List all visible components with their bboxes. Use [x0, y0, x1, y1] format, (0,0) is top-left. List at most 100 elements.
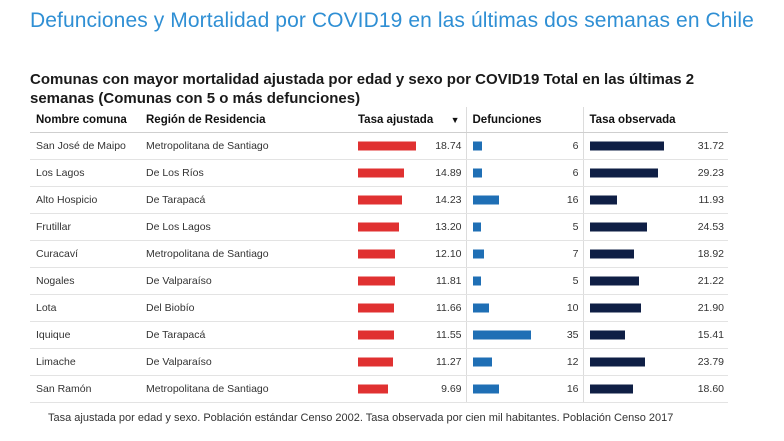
- tasa-observada-value: 15.41: [697, 329, 724, 341]
- table-row[interactable]: Lota Del Biobío 11.66 10 21.90: [30, 294, 728, 322]
- tasa-observada-bar: [589, 168, 658, 178]
- defunciones-value: 6: [572, 167, 579, 179]
- cell-region: De Tarapacá: [140, 186, 352, 214]
- tasa-ajustada-bar: [358, 276, 395, 286]
- table-row[interactable]: Nogales De Valparaíso 11.81 5 21.22: [30, 267, 728, 295]
- tasa-ajustada-bar: [358, 384, 388, 394]
- cell-region: Metropolitana de Santiago: [140, 375, 352, 403]
- cell-comuna: San José de Maipo: [30, 132, 140, 160]
- chart-title: Comunas con mayor mortalidad ajustada po…: [30, 71, 695, 107]
- table-row[interactable]: San José de Maipo Metropolitana de Santia…: [30, 132, 728, 160]
- cell-region: Metropolitana de Santiago: [140, 240, 352, 268]
- tasa-observada-bar: [589, 195, 618, 205]
- footnote: Tasa ajustada por edad y sexo. Población…: [48, 412, 674, 424]
- cell-tasa-ajustada: 11.81: [352, 267, 466, 295]
- column-header-region[interactable]: Región de Residencia: [140, 107, 352, 133]
- table-row[interactable]: Iquique De Tarapacá 11.55 35 15.41: [30, 321, 728, 349]
- defunciones-bar: [472, 276, 481, 286]
- cell-tasa-ajustada: 12.10: [352, 240, 466, 268]
- table-row[interactable]: San Ramón Metropolitana de Santiago 9.69 16…: [30, 375, 728, 403]
- defunciones-bar: [472, 303, 490, 313]
- table-row[interactable]: Limache De Valparaíso 11.27 12 23.79: [30, 348, 728, 376]
- mortality-table: Nombre comuna Región de Residencia Tasa …: [30, 107, 728, 403]
- sort-descending-icon[interactable]: ▼: [450, 114, 460, 125]
- tasa-observada-bar: [589, 141, 664, 151]
- cell-tasa-ajustada: 9.69: [352, 375, 466, 403]
- cell-tasa-ajustada: 14.23: [352, 186, 466, 214]
- cell-defunciones: 12: [465, 348, 583, 376]
- defunciones-bar: [472, 249, 485, 259]
- defunciones-value: 10: [566, 302, 579, 314]
- tasa-observada-value: 24.53: [697, 221, 724, 233]
- cell-defunciones: 5: [465, 267, 583, 295]
- cell-comuna: Nogales: [30, 267, 140, 295]
- cell-tasa-observada: 18.92: [582, 240, 728, 268]
- tasa-ajustada-value: 18.74: [435, 140, 462, 152]
- comuna-name: Los Lagos: [36, 167, 85, 179]
- cell-comuna: San Ramón: [30, 375, 140, 403]
- region-name: De Tarapacá: [146, 194, 206, 206]
- tasa-observada-value: 23.79: [697, 356, 724, 368]
- cell-tasa-ajustada: 11.66: [352, 294, 466, 322]
- table-row[interactable]: Frutillar De Los Lagos 13.20 5 24.53: [30, 213, 728, 241]
- column-header-tasa-ajustada[interactable]: Tasa ajustada ▼: [352, 107, 466, 133]
- tasa-ajustada-bar: [358, 141, 416, 151]
- region-name: De Los Lagos: [146, 221, 211, 233]
- cell-region: Metropolitana de Santiago: [140, 132, 352, 160]
- cell-tasa-ajustada: 13.20: [352, 213, 466, 241]
- table-row[interactable]: Alto Hospicio De Tarapacá 14.23 16 11.93: [30, 186, 728, 214]
- tasa-observada-value: 11.93: [698, 194, 725, 206]
- region-name: De Los Ríos: [146, 167, 204, 179]
- tasa-ajustada-value: 11.55: [436, 329, 462, 341]
- cell-region: Del Biobío: [140, 294, 352, 322]
- defunciones-bar: [472, 195, 499, 205]
- tasa-observada-value: 31.72: [697, 140, 724, 152]
- defunciones-bar: [472, 357, 493, 367]
- table-row[interactable]: Los Lagos De Los Ríos 14.89 6 29.23: [30, 159, 728, 187]
- cell-tasa-ajustada: 14.89: [352, 159, 466, 187]
- cell-tasa-observada: 31.72: [582, 132, 728, 160]
- cell-tasa-observada: 24.53: [582, 213, 728, 241]
- tasa-ajustada-value: 14.89: [435, 167, 462, 179]
- tasa-observada-value: 18.60: [697, 383, 724, 395]
- cell-defunciones: 7: [465, 240, 583, 268]
- region-name: De Valparaíso: [146, 275, 212, 287]
- cell-region: De Tarapacá: [140, 321, 352, 349]
- region-name: De Valparaíso: [146, 356, 212, 368]
- defunciones-value: 6: [572, 140, 579, 152]
- tasa-ajustada-value: 11.27: [436, 356, 462, 368]
- cell-comuna: Frutillar: [30, 213, 140, 241]
- comuna-name: San Ramón: [36, 383, 92, 395]
- tasa-ajustada-value: 9.69: [441, 383, 462, 395]
- comuna-name: Frutillar: [36, 221, 72, 233]
- column-header-tasa-observada[interactable]: Tasa observada: [582, 107, 728, 133]
- tasa-ajustada-value: 14.23: [435, 194, 462, 206]
- tasa-ajustada-bar: [358, 330, 394, 340]
- cell-comuna: Curacaví: [30, 240, 140, 268]
- tasa-ajustada-value: 11.66: [436, 302, 462, 314]
- comuna-name: San José de Maipo: [36, 140, 126, 152]
- tasa-ajustada-value: 11.81: [436, 275, 462, 287]
- dashboard-title: Defunciones y Mortalidad por COVID19 en …: [30, 9, 754, 32]
- tasa-ajustada-bar: [358, 303, 395, 313]
- table-row[interactable]: Curacaví Metropolitana de Santiago 12.10 7 1…: [30, 240, 728, 268]
- defunciones-value: 16: [566, 194, 579, 206]
- tasa-observada-value: 21.22: [697, 275, 724, 287]
- cell-tasa-observada: 23.79: [582, 348, 728, 376]
- tasa-observada-value: 29.23: [697, 167, 724, 179]
- cell-tasa-ajustada: 11.27: [352, 348, 466, 376]
- region-name: Metropolitana de Santiago: [146, 140, 269, 152]
- cell-tasa-observada: 21.22: [582, 267, 728, 295]
- tasa-ajustada-value: 12.10: [435, 248, 462, 260]
- tasa-ajustada-bar: [358, 195, 403, 205]
- column-header-comuna[interactable]: Nombre comuna: [30, 107, 140, 133]
- comuna-name: Nogales: [36, 275, 75, 287]
- column-header-defunciones[interactable]: Defunciones: [465, 107, 583, 133]
- tasa-ajustada-bar: [358, 168, 405, 178]
- defunciones-value: 16: [566, 383, 579, 395]
- region-name: De Tarapacá: [146, 329, 206, 341]
- defunciones-bar: [472, 141, 483, 151]
- column-header-tasa-ajustada-label: Tasa ajustada: [358, 113, 434, 126]
- table-header-row: Nombre comuna Región de Residencia Tasa …: [30, 107, 728, 133]
- defunciones-bar: [472, 222, 481, 232]
